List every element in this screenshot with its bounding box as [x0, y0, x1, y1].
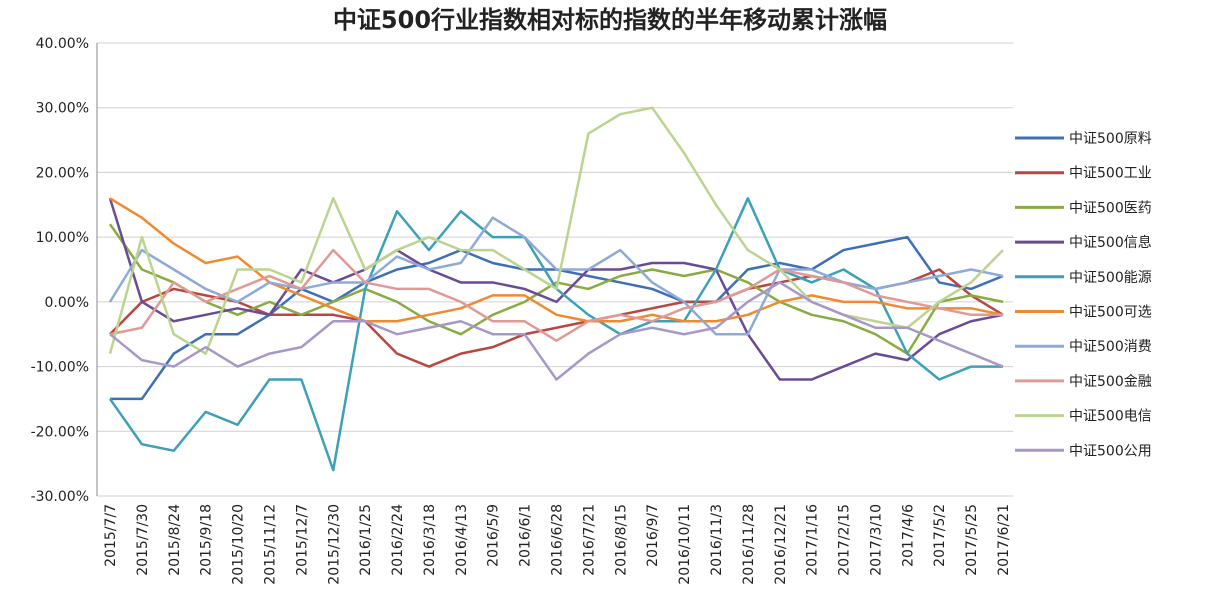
- x-tick-label: 2016/9/7: [645, 504, 661, 567]
- series-line: [109, 281, 1004, 381]
- legend-label: 中证500可选: [1069, 305, 1152, 321]
- series-line: [109, 248, 1003, 342]
- x-tick-label: 2017/2/15: [837, 504, 853, 576]
- legend-label: 中证500能源: [1069, 270, 1152, 286]
- legend-label: 中证500金融: [1069, 374, 1152, 390]
- x-tick-label: 2016/4/13: [454, 504, 470, 576]
- x-tick-label: 2015/7/30: [135, 504, 151, 576]
- x-tick-label: 2016/6/28: [550, 504, 566, 576]
- x-tick-label: 2017/1/16: [805, 504, 821, 576]
- x-tick-label: 2016/5/9: [486, 504, 502, 567]
- x-tick-label: 2016/11/3: [709, 504, 725, 576]
- x-tick-label: 2015/7/7: [103, 504, 119, 567]
- x-tick-label: 2015/12/7: [294, 504, 310, 576]
- x-tick-label: 2015/10/20: [231, 504, 247, 585]
- x-tick-label: 2016/10/11: [677, 504, 693, 585]
- x-tick-label: 2016/3/18: [422, 504, 438, 576]
- x-tick-label: 2016/6/1: [518, 504, 534, 567]
- series-line: [109, 197, 1004, 323]
- series-line: [108, 197, 1003, 472]
- y-tick-label: -20.00%: [31, 424, 89, 440]
- x-tick-label: 2016/7/21: [581, 504, 597, 576]
- legend-label: 中证500信息: [1069, 234, 1152, 251]
- x-tick-label: 2016/8/15: [613, 504, 629, 576]
- y-tick-label: -10.00%: [31, 360, 89, 376]
- y-tick-label: 40.00%: [36, 36, 89, 52]
- x-tick-label: 2016/1/25: [358, 504, 374, 576]
- y-tick-label: 10.00%: [36, 230, 89, 246]
- x-tick-label: 2015/8/24: [167, 504, 183, 576]
- legend-label: 中证500原料: [1069, 131, 1152, 147]
- chart-title: 中证500行业指数相对标的指数的半年移动累计涨幅: [333, 6, 887, 34]
- legend-label: 中证500工业: [1069, 166, 1152, 182]
- legend-label: 中证500电信: [1069, 409, 1152, 425]
- series-line: [108, 106, 1004, 355]
- x-tick-label: 2015/11/12: [262, 504, 278, 585]
- y-tick-label: 20.00%: [36, 165, 89, 181]
- y-tick-label: 0.00%: [45, 295, 89, 311]
- x-tick-label: 2015/12/30: [326, 504, 342, 585]
- legend-label: 中证500公用: [1069, 443, 1152, 459]
- y-tick-label: 30.00%: [36, 101, 89, 117]
- x-tick-label: 2017/3/10: [868, 504, 884, 576]
- x-tick-label: 2017/4/6: [900, 504, 916, 567]
- x-tick-label: 2016/11/28: [741, 504, 757, 585]
- series-line: [108, 223, 1004, 355]
- x-tick-label: 2015/9/18: [199, 504, 215, 576]
- x-tick-label: 2017/5/2: [932, 504, 948, 567]
- x-tick-label: 2017/6/21: [996, 504, 1012, 576]
- y-tick-label: -30.00%: [31, 489, 89, 505]
- series-line: [108, 197, 1004, 381]
- series-line: [108, 216, 1004, 336]
- legend-label: 中证500医药: [1069, 200, 1152, 216]
- x-tick-label: 2017/5/25: [964, 504, 980, 576]
- x-tick-label: 2016/2/24: [390, 504, 406, 576]
- x-tick-label: 2016/12/21: [773, 504, 789, 585]
- legend-label: 中证500消费: [1069, 339, 1152, 355]
